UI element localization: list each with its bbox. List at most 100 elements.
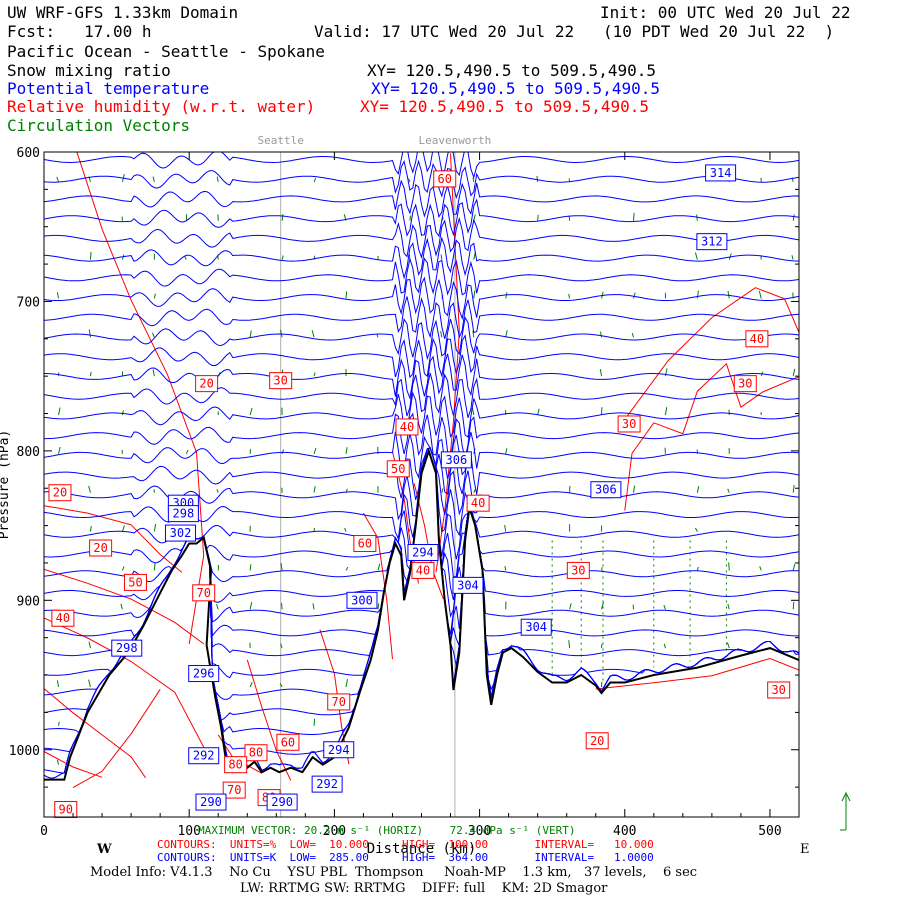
rh-label-14-box [411, 561, 435, 579]
circulation-vector-29 [151, 332, 155, 338]
circulation-vector-99 [473, 252, 476, 260]
theta-label-15-text: 292 [316, 777, 338, 791]
rh-label-19: 30 [767, 681, 791, 699]
circulation-vector-106 [505, 330, 508, 338]
theta-contour-note: CONTOURS: UNITS=K LOW= 285.00 HIGH= 364.… [157, 851, 654, 864]
valid-time: Valid: 17 UTC Wed 20 Jul 22 (10 PDT Wed … [314, 22, 835, 41]
circulation-vector-139 [664, 407, 668, 416]
rh-contour-15 [72, 689, 161, 789]
terrain-profile [44, 447, 800, 781]
theta-contour-5 [44, 236, 799, 280]
rh-label-23-box [222, 781, 246, 799]
theta-label-5-box [167, 505, 199, 523]
circulation-vector-4 [58, 446, 61, 454]
theta-label-17-box [266, 793, 298, 811]
rh-label-11: 60 [353, 535, 377, 553]
circulation-vector-165 [759, 566, 762, 571]
circulation-vector-125 [599, 369, 603, 377]
circulation-vector-3 [58, 407, 61, 416]
scale-arrow [840, 791, 851, 831]
circulation-vector-13 [89, 526, 92, 532]
circulation-vector-112 [536, 175, 539, 182]
rh-label-1-box [745, 330, 769, 348]
theta-label-9-box [520, 618, 552, 636]
rh-label-25-box [54, 801, 78, 819]
circulation-vector-52 [249, 682, 253, 688]
rh-label-10-text: 20 [93, 541, 107, 555]
theta-contour-6 [44, 257, 799, 296]
rh-label-13-box [566, 561, 590, 579]
theta-label-0-text: 314 [710, 166, 732, 180]
theta-label-11-text: 298 [116, 641, 138, 655]
field-theta-label: Potential temperature [7, 79, 210, 98]
circulation-vector-1 [56, 292, 60, 299]
location-label-0: Seattle [257, 134, 303, 147]
rh-label-18-text: 20 [590, 734, 604, 748]
theta-label-12-box [188, 665, 220, 683]
field-theta-xy: XY= 120.5,490.5 to 509.5,490.5 [371, 79, 660, 98]
circulation-vector-68 [313, 447, 317, 455]
rh-label-15: 70 [192, 584, 216, 602]
circulation-vector-109 [504, 524, 507, 532]
rh-label-11-text: 60 [358, 537, 372, 551]
theta-contour-15 [44, 431, 799, 479]
circulation-vector-113 [537, 214, 539, 221]
rh-label-0-text: 60 [438, 172, 452, 186]
rh-label-16: 40 [51, 609, 75, 627]
circulation-vector-71 [312, 603, 315, 610]
rh-label-7: 50 [386, 460, 410, 478]
theta-contour-10 [44, 334, 799, 379]
theta-contour-0 [44, 152, 799, 179]
theta-label-6-box [407, 543, 439, 561]
rh-label-16-text: 40 [56, 611, 70, 625]
rh-label-14: 40 [411, 561, 435, 579]
region-label: Pacific Ocean - Seattle - Spokane [7, 42, 325, 61]
circulation-vector-76 [345, 447, 348, 454]
circulation-vector-108 [505, 448, 508, 454]
circulation-vector-101 [472, 330, 475, 338]
rh-label-8-text: 20 [53, 486, 67, 500]
rh-label-2: 30 [269, 372, 293, 390]
circulation-vector-168 [791, 255, 794, 260]
field-rh-label: Relative humidity (w.r.t. water) [7, 97, 316, 116]
rh-label-9: 40 [466, 494, 490, 512]
circulation-vector-14 [88, 641, 91, 649]
circulation-vector-45 [249, 330, 252, 338]
circulation-vector-124 [600, 331, 603, 338]
theta-label-16-box [195, 793, 227, 811]
circulation-vector-64 [313, 177, 317, 183]
rh-label-4-text: 30 [738, 377, 752, 391]
circulation-vector-156 [728, 562, 730, 571]
circulation-vector-92 [440, 254, 443, 260]
circulation-vector-74 [345, 291, 348, 299]
rh-label-10: 20 [89, 539, 113, 557]
circulation-vector-66 [311, 330, 315, 338]
theta-label-2-box [440, 451, 472, 469]
rh-label-14-text: 40 [416, 563, 430, 577]
circulation-vector-173 [792, 601, 795, 610]
theta-label-3-text: 306 [595, 483, 617, 497]
circulation-vector-69 [313, 486, 316, 493]
theta-label-6: 294 [407, 543, 439, 561]
x-tick-label-5: 500 [758, 824, 781, 839]
circulation-vector-36 [185, 449, 189, 455]
x-tick-label-1: 100 [177, 824, 200, 839]
rh-label-22: 80 [224, 756, 248, 774]
theta-contour-1 [44, 159, 799, 200]
circulation-vector-15 [88, 679, 91, 688]
circulation-vector-55 [280, 329, 283, 338]
rh-label-19-text: 30 [771, 683, 785, 697]
circulation-vector-22 [121, 525, 125, 532]
rh-label-18: 20 [585, 732, 609, 750]
circulation-vector-6 [58, 721, 60, 726]
circulation-vector-37 [216, 176, 219, 182]
plot-frame [43, 151, 800, 818]
rh-label-9-text: 40 [471, 496, 485, 510]
theta-label-8-text: 304 [457, 578, 479, 592]
theta-label-5: 298 [167, 505, 199, 523]
x-tick-label-2: 200 [323, 824, 346, 839]
theta-label-17: 290 [266, 793, 298, 811]
circulation-vector-105 [505, 292, 508, 299]
circulation-vector-158 [726, 642, 730, 649]
